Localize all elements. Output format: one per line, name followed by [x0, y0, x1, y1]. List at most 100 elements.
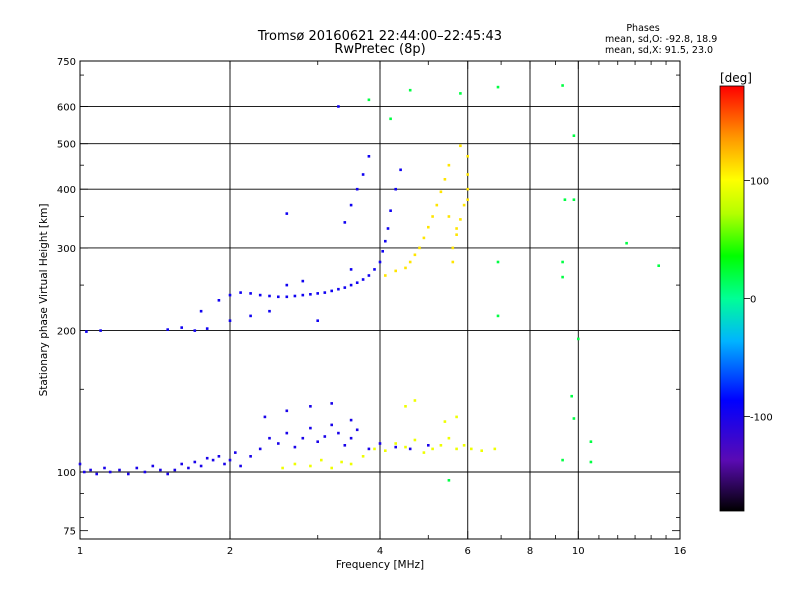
data-point [413, 253, 417, 257]
data-point [561, 458, 564, 462]
data-point [330, 466, 333, 470]
data-point [455, 227, 458, 230]
colorbar-gradient [719, 85, 745, 512]
data-point [378, 260, 382, 264]
data-point [135, 466, 139, 470]
data-point [228, 319, 232, 322]
data-point [459, 92, 462, 95]
y-tick-label: 200 [57, 327, 76, 338]
data-point [443, 178, 447, 181]
data-point [589, 440, 593, 443]
x-tick-label: 10 [572, 546, 585, 557]
data-point [285, 212, 289, 215]
data-point [268, 294, 271, 298]
data-point [330, 402, 333, 405]
data-point [439, 444, 443, 447]
data-point [249, 455, 252, 458]
data-point [349, 203, 353, 207]
data-point [228, 458, 232, 462]
y-tick-label: 750 [57, 57, 76, 68]
x-tick-label: 16 [674, 546, 687, 557]
data-point [330, 423, 333, 427]
data-point [389, 117, 392, 121]
data-point [443, 420, 447, 423]
data-point [205, 456, 209, 460]
data-point [234, 451, 237, 454]
data-point [211, 458, 215, 462]
data-point [408, 260, 412, 264]
data-point [480, 449, 483, 452]
data-point [561, 84, 564, 87]
colorbar-label: [deg] [720, 71, 752, 85]
data-point [349, 462, 353, 466]
data-point [394, 187, 397, 191]
x-tick-label: 6 [465, 546, 471, 557]
y-tick-label: 75 [63, 527, 76, 538]
data-point [389, 209, 392, 212]
data-point [455, 233, 458, 236]
data-point [447, 436, 451, 440]
data-point [285, 431, 289, 435]
data-point [408, 88, 412, 92]
data-point [462, 444, 466, 447]
data-point [462, 203, 466, 207]
data-point [199, 309, 203, 313]
data-point [323, 435, 327, 438]
data-point [418, 246, 421, 250]
data-point [103, 466, 106, 470]
data-point [427, 444, 430, 447]
colorbar-tick-label: -100 [750, 413, 773, 424]
data-point [367, 447, 371, 451]
data-point [320, 458, 323, 462]
data-point [349, 268, 353, 271]
data-point [108, 470, 112, 474]
y-tick-label: 400 [57, 185, 76, 196]
data-point [277, 442, 280, 445]
data-point [572, 134, 576, 137]
data-point [367, 98, 371, 102]
data-point [386, 227, 390, 230]
data-point [316, 440, 319, 443]
data-point [413, 399, 417, 402]
data-point [166, 472, 169, 476]
data-point [205, 327, 209, 330]
data-point [293, 294, 297, 298]
data-point [166, 328, 169, 331]
data-point [127, 472, 130, 476]
data-point [625, 241, 628, 245]
data-point [361, 173, 365, 176]
data-point [309, 464, 312, 468]
x-tick-label: 4 [377, 546, 383, 557]
data-point [561, 260, 564, 264]
data-point [323, 291, 327, 294]
data-point [470, 447, 473, 451]
stats-title: Phases [626, 23, 659, 34]
data-point [343, 221, 347, 224]
data-point [199, 464, 203, 468]
data-point [361, 278, 365, 281]
data-point [258, 293, 262, 297]
data-point [455, 415, 458, 419]
colorbar-tick-label: 100 [750, 176, 769, 187]
data-point [285, 409, 289, 413]
data-point [408, 447, 412, 451]
data-point [78, 462, 82, 466]
data-point [316, 292, 319, 295]
data-point [309, 405, 312, 408]
data-point [330, 289, 333, 293]
data-point [439, 190, 443, 194]
data-point [355, 428, 359, 432]
data-point [239, 291, 242, 294]
data-point [180, 326, 183, 329]
data-point [337, 287, 340, 291]
x-tick-label: 1 [77, 546, 83, 557]
data-point [268, 436, 271, 440]
data-point [173, 468, 177, 472]
data-point [268, 309, 271, 313]
data-point [404, 405, 407, 408]
data-point [451, 260, 455, 264]
data-point [193, 329, 197, 332]
data-point [239, 464, 242, 468]
data-point [466, 155, 469, 158]
